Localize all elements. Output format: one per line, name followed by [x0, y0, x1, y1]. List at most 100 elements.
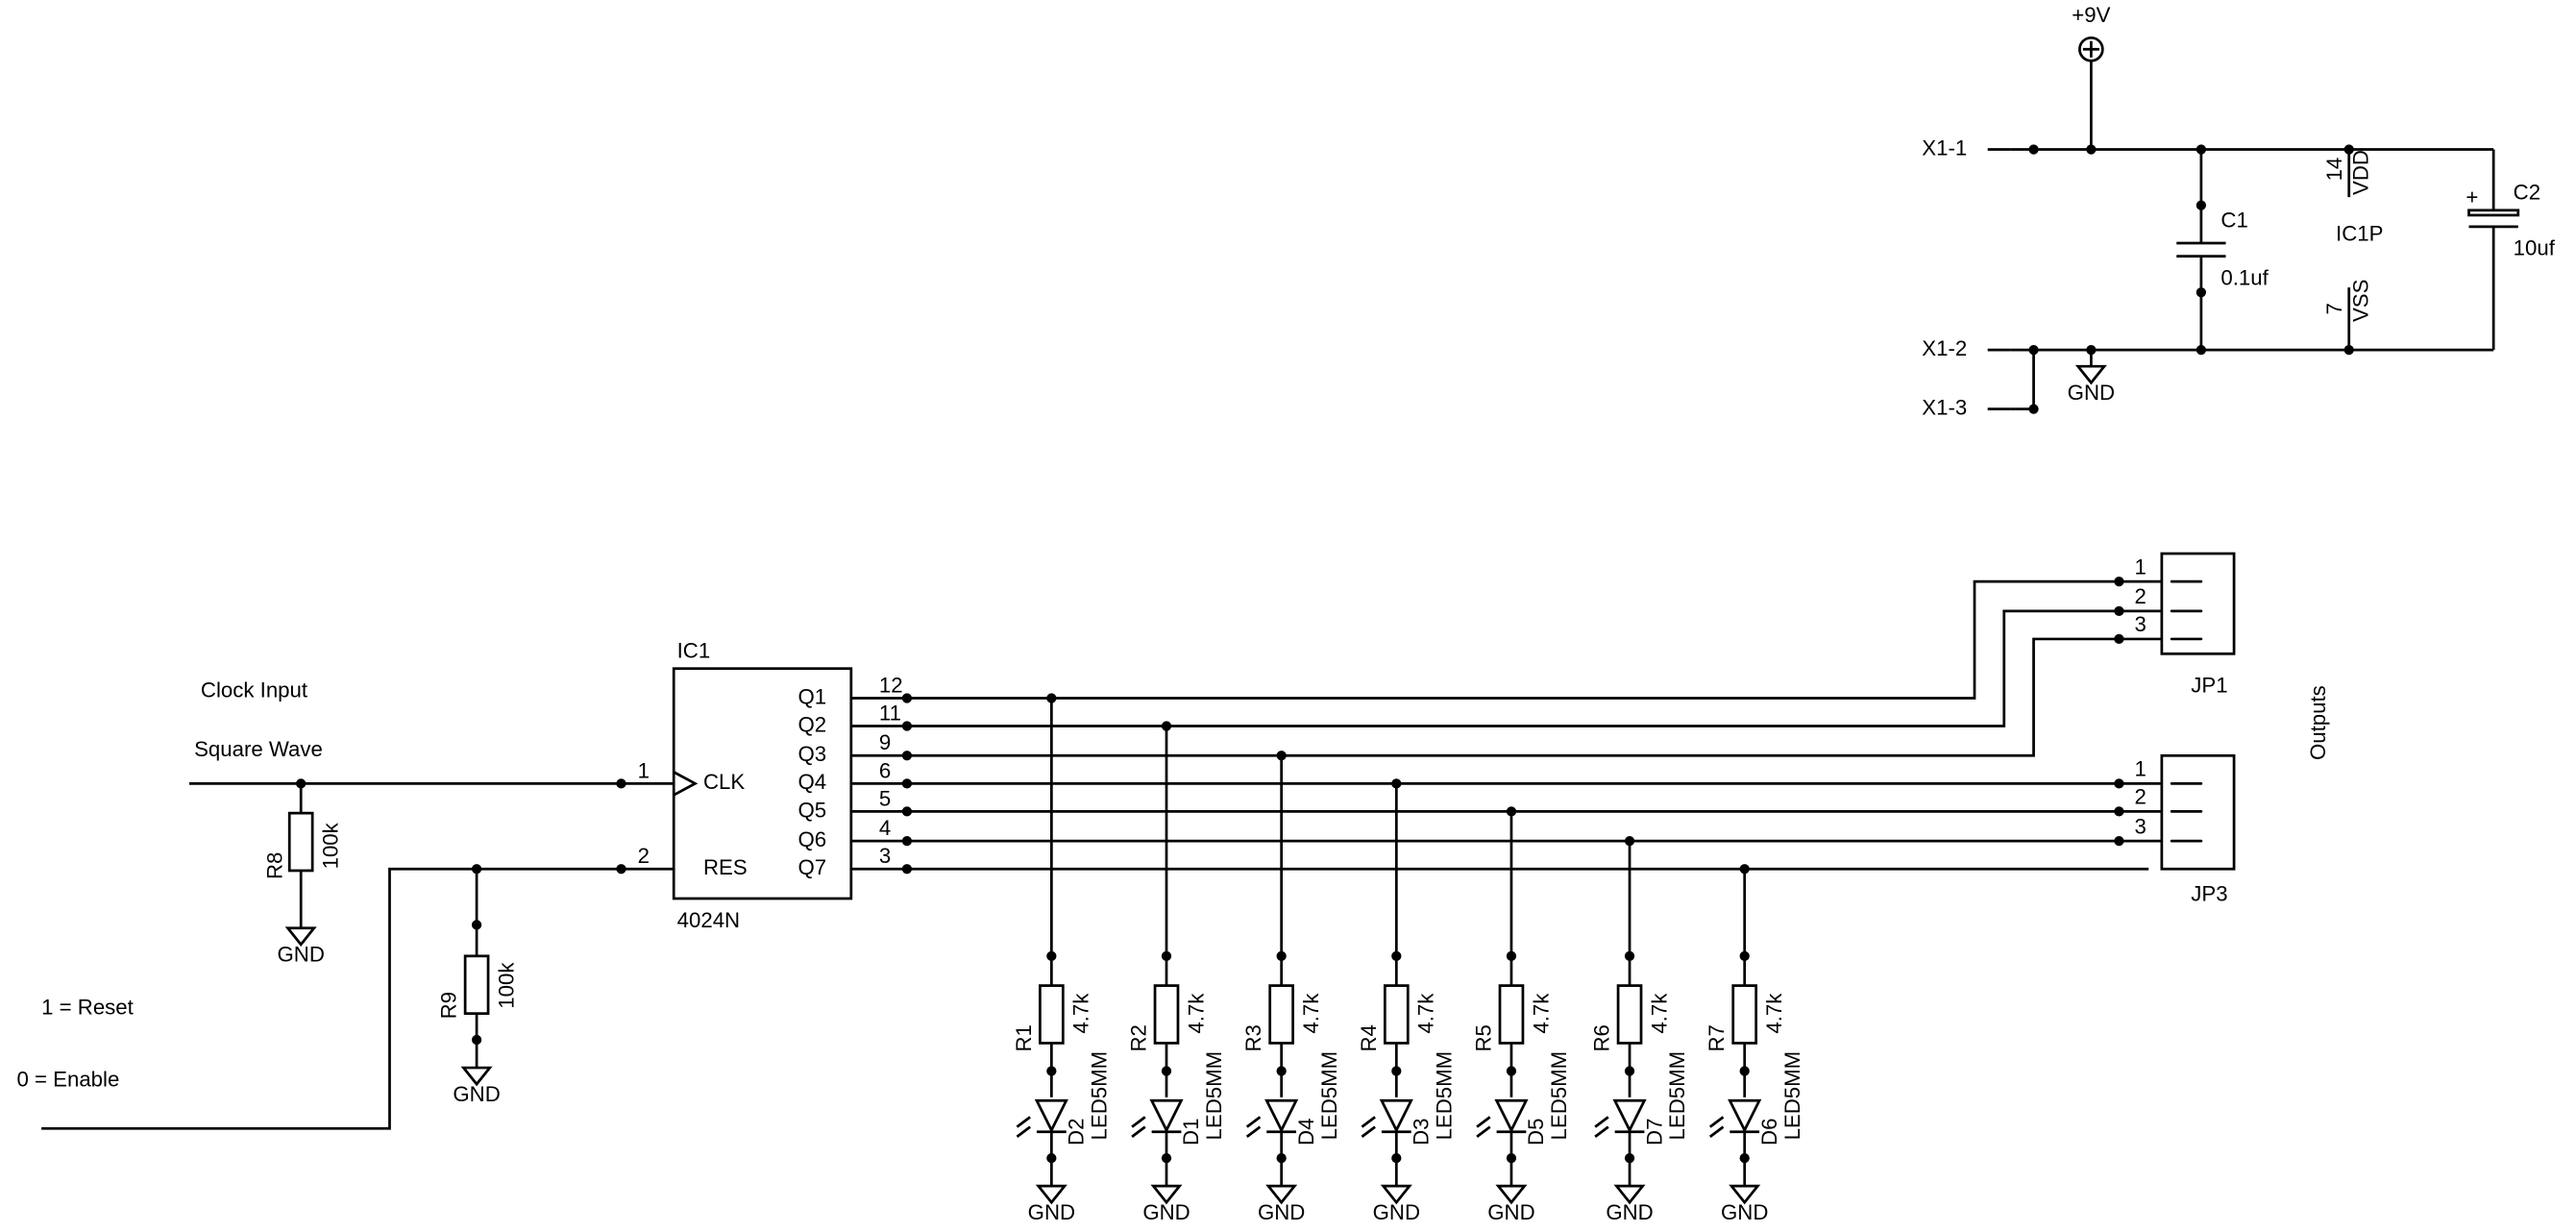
- label: 10uf: [2514, 236, 2556, 260]
- label: R3: [1241, 1024, 1265, 1051]
- label: 4.7k: [1414, 993, 1438, 1034]
- led-light: [1361, 1125, 1376, 1138]
- label: IC1P: [2336, 221, 2383, 245]
- junction: [1391, 950, 1402, 961]
- label: Q2: [798, 712, 827, 736]
- ground-symbol: [1035, 1184, 1067, 1205]
- label: C1: [2220, 209, 2247, 233]
- junction: [1161, 950, 1172, 961]
- junction: [2028, 144, 2039, 155]
- label: 3: [2134, 814, 2146, 838]
- label: 2: [2134, 785, 2146, 809]
- led-light: [1594, 1116, 1609, 1128]
- junction: [1276, 1066, 1287, 1076]
- label: LED5MM: [1547, 1051, 1571, 1141]
- junction: [1506, 1066, 1517, 1076]
- label: 3: [879, 844, 891, 868]
- junction: [1739, 1066, 1750, 1076]
- label: 1: [638, 758, 650, 782]
- junction: [616, 864, 626, 875]
- ground-symbol: [1380, 1184, 1412, 1205]
- junction: [1739, 950, 1750, 961]
- ground-symbol: [1729, 1184, 1761, 1205]
- label: 5: [879, 786, 891, 810]
- label: D4: [1294, 1119, 1318, 1146]
- note: Clock Input: [201, 678, 308, 702]
- label: IC1: [677, 638, 711, 662]
- junction: [1161, 1152, 1172, 1164]
- ground-label: GND: [1721, 1200, 1768, 1224]
- led-light: [1476, 1116, 1491, 1128]
- label: 12: [879, 673, 903, 697]
- junction: [1624, 950, 1635, 961]
- label: 7: [2322, 303, 2346, 314]
- label: 4: [879, 816, 891, 840]
- ground-label: GND: [1606, 1200, 1653, 1224]
- label: VDD: [2348, 150, 2372, 195]
- resistor: [1731, 984, 1758, 1045]
- label: R8: [262, 852, 286, 879]
- resistor: [1153, 984, 1180, 1045]
- led: [1149, 1098, 1184, 1134]
- led-light: [1361, 1116, 1376, 1128]
- ground-label: GND: [1142, 1200, 1190, 1224]
- label: R1: [1012, 1024, 1036, 1051]
- ground-label: GND: [1373, 1200, 1420, 1224]
- label: 6: [879, 758, 891, 782]
- ground-symbol: [460, 1066, 493, 1087]
- junction: [1046, 1066, 1057, 1076]
- label: 4.7k: [1069, 993, 1093, 1034]
- junction: [1506, 1152, 1517, 1164]
- label: JP1: [2191, 673, 2227, 697]
- led-light: [1131, 1125, 1146, 1138]
- label: 4.7k: [1762, 993, 1786, 1034]
- connector-label: X1-3: [1922, 395, 1967, 419]
- connector-label: X1-2: [1922, 336, 1967, 360]
- junction: [1276, 950, 1287, 961]
- resistor: [463, 954, 490, 1016]
- led: [1034, 1098, 1068, 1134]
- led-light: [1245, 1125, 1262, 1138]
- label: D2: [1065, 1119, 1089, 1146]
- label: R6: [1590, 1024, 1614, 1051]
- clock-marker: [673, 771, 699, 797]
- capacitor: [2467, 209, 2520, 217]
- junction: [1391, 1152, 1402, 1164]
- label: Q3: [798, 742, 827, 766]
- ground-label: GND: [1487, 1200, 1534, 1224]
- label: LED5MM: [1665, 1051, 1689, 1141]
- label: D5: [1524, 1119, 1548, 1146]
- label: R7: [1705, 1024, 1729, 1051]
- label: LED5MM: [1088, 1051, 1112, 1141]
- led-light: [1476, 1125, 1491, 1138]
- wire: [850, 637, 2120, 757]
- ground-symbol: [1150, 1184, 1183, 1205]
- junction: [1739, 1152, 1750, 1164]
- connector-body: [2160, 552, 2236, 655]
- connector-label: X1-1: [1922, 136, 1967, 160]
- label: R9: [437, 992, 461, 1019]
- label: 4.7k: [1184, 993, 1208, 1034]
- ground-symbol: [1613, 1184, 1646, 1205]
- junction: [1046, 1152, 1057, 1164]
- label: 1: [2134, 554, 2146, 579]
- label: JP3: [2191, 881, 2227, 905]
- led-light: [1245, 1116, 1262, 1128]
- label: 100k: [319, 822, 343, 869]
- led-light: [1016, 1116, 1031, 1128]
- led: [1728, 1098, 1762, 1134]
- label: 14: [2322, 158, 2346, 182]
- label: LED5MM: [1432, 1051, 1456, 1141]
- label: VSS: [2348, 280, 2372, 322]
- ground-label: GND: [278, 943, 325, 967]
- resistor: [1498, 984, 1525, 1045]
- resistor: [287, 811, 314, 873]
- resistor: [1616, 984, 1643, 1045]
- note: 0 = Enable: [16, 1068, 119, 1092]
- label: R2: [1127, 1024, 1151, 1051]
- junction: [1276, 1152, 1287, 1164]
- resistor: [1039, 984, 1065, 1045]
- label: 4.7k: [1299, 993, 1323, 1034]
- junction: [2086, 144, 2097, 155]
